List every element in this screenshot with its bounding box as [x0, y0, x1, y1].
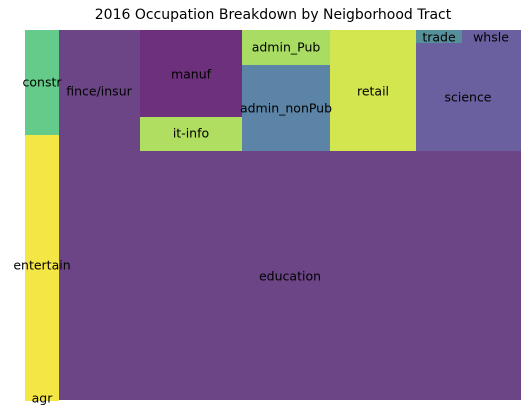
chart-title: 2016 Occupation Breakdown by Neigborhood…	[94, 7, 452, 23]
treemap-cell-education	[59, 151, 521, 400]
treemap-cell-whsle	[462, 30, 521, 43]
treemap-label-science: science	[444, 90, 491, 105]
treemap-cell-constr	[25, 30, 59, 135]
treemap-cell-science	[416, 43, 521, 151]
treemap-cell-entertain	[25, 135, 59, 394]
treemap-cell-admin-pub	[242, 30, 330, 65]
treemap-label-admin-pub: admin_Pub	[252, 40, 321, 55]
treemap-label-education: education	[259, 269, 321, 284]
treemap-label-fince-insur: fince/insur	[66, 84, 132, 99]
treemap-cell-manuf	[140, 30, 242, 117]
treemap-label-whsle: whsle	[473, 30, 509, 45]
treemap-label-retail: retail	[357, 84, 389, 99]
treemap-cell-it-info	[140, 117, 242, 151]
treemap-cell-trade	[416, 30, 462, 43]
treemap-label-entertain: entertain	[13, 258, 70, 273]
treemap-label-constr: constr	[23, 75, 63, 90]
treemap-label-manuf: manuf	[171, 67, 212, 82]
treemap-label-agr: agr	[32, 391, 54, 406]
treemap-label-admin-nonpub: admin_nonPub	[240, 101, 332, 116]
treemap-label-trade: trade	[422, 30, 456, 45]
treemap-label-it-info: it-info	[173, 126, 209, 141]
treemap-cell-agr	[25, 393, 59, 401]
treemap-cell-retail	[330, 30, 416, 151]
treemap-cell-admin-nonpub	[242, 65, 330, 151]
